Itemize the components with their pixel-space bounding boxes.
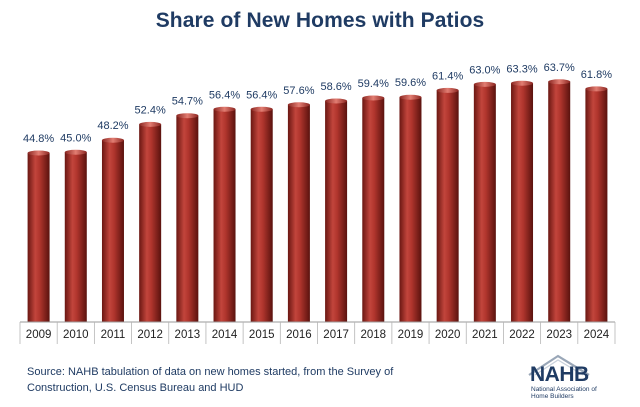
bar-body — [64, 152, 87, 322]
chart-title: Share of New Homes with Patios — [155, 9, 485, 32]
data-label-2009: 44.8% — [23, 133, 54, 145]
data-label-2020: 61.4% — [432, 70, 463, 82]
bar-body — [139, 124, 162, 323]
x-tick-label-2015: 2015 — [249, 329, 275, 341]
bar-2015 — [250, 106, 273, 322]
x-tick-label-2022: 2022 — [509, 329, 535, 341]
bar-2013 — [176, 113, 199, 323]
bar-body — [585, 88, 608, 322]
bar-2019 — [399, 94, 422, 322]
bar-2010 — [64, 149, 87, 322]
bar-cap — [64, 149, 87, 155]
x-tick-label-2010: 2010 — [63, 329, 89, 341]
x-tick-label-2020: 2020 — [435, 329, 461, 341]
x-tick-label-2018: 2018 — [360, 329, 386, 341]
bar-body — [436, 90, 459, 322]
x-tick-label-2012: 2012 — [137, 329, 163, 341]
bar-cap — [250, 106, 273, 112]
bar-body — [399, 97, 422, 322]
bar-body — [548, 81, 571, 322]
data-label-2019: 59.6% — [395, 77, 426, 89]
bar-body — [473, 84, 496, 323]
bar-cap — [27, 150, 50, 156]
bar-2020 — [436, 87, 459, 322]
bar-cap — [473, 81, 496, 87]
bar-cap — [101, 137, 124, 143]
x-tick-label-2011: 2011 — [101, 329, 126, 341]
bar-body — [27, 153, 50, 322]
bar-2014 — [213, 106, 236, 322]
bar-cap — [362, 95, 385, 101]
bar-body — [101, 140, 124, 322]
nahb-logo-tagline: National Association of Home Builders — [531, 386, 597, 400]
data-label-2018: 59.4% — [358, 78, 389, 90]
bar-2011 — [101, 137, 124, 322]
nahb-logo-house-icon — [528, 354, 590, 376]
data-label-2022: 63.3% — [506, 63, 537, 75]
data-label-2016: 57.6% — [283, 85, 314, 97]
bar-body — [362, 97, 385, 322]
nahb-logo-text: NAHB — [530, 363, 589, 386]
data-label-2012: 52.4% — [135, 104, 166, 116]
x-tick-label-2019: 2019 — [398, 329, 424, 341]
bar-2012 — [139, 121, 162, 323]
bar-2024 — [585, 86, 608, 322]
bar-body — [511, 83, 534, 322]
x-tick-label-2016: 2016 — [286, 329, 312, 341]
bar-cap — [436, 87, 459, 93]
bar-cap — [176, 113, 199, 119]
data-label-2013: 54.7% — [172, 96, 203, 108]
data-label-2015: 56.4% — [246, 89, 277, 101]
data-label-2010: 45.0% — [60, 132, 91, 144]
bar-2021 — [473, 81, 496, 323]
bar-2018 — [362, 95, 385, 322]
data-label-2017: 58.6% — [320, 81, 351, 93]
data-label-2014: 56.4% — [209, 89, 240, 101]
bar-cap — [287, 102, 310, 108]
data-label-2011: 48.2% — [97, 120, 128, 132]
x-tick-label-2023: 2023 — [546, 329, 572, 341]
bar-cap — [511, 80, 534, 86]
source-note: Source: NAHB tabulation of data on new h… — [27, 366, 394, 394]
x-tick-label-2024: 2024 — [584, 329, 610, 341]
bar-2023 — [548, 79, 571, 322]
data-label-2024: 61.8% — [581, 69, 612, 81]
bar-cap — [399, 94, 422, 100]
bar-cap — [548, 79, 571, 85]
bar-cap — [585, 86, 608, 92]
bar-2016 — [287, 102, 310, 322]
x-tick-label-2021: 2021 — [472, 329, 498, 341]
x-tick-label-2013: 2013 — [175, 329, 201, 341]
bar-2022 — [511, 80, 534, 322]
x-tick-label-2009: 2009 — [26, 329, 52, 341]
bar-body — [250, 109, 273, 322]
data-label-2021: 63.0% — [469, 64, 500, 76]
bar-cap — [325, 98, 348, 104]
bar-body — [213, 109, 236, 322]
bar-body — [176, 115, 199, 323]
x-tick-label-2017: 2017 — [323, 329, 349, 341]
data-label-2023: 63.7% — [544, 62, 575, 74]
bar-cap — [139, 121, 162, 127]
bar-2009 — [27, 150, 50, 322]
bar-cap — [213, 106, 236, 112]
bar-body — [325, 100, 348, 322]
bar-2017 — [325, 98, 348, 322]
x-tick-label-2014: 2014 — [212, 329, 238, 341]
bar-body — [287, 104, 310, 322]
